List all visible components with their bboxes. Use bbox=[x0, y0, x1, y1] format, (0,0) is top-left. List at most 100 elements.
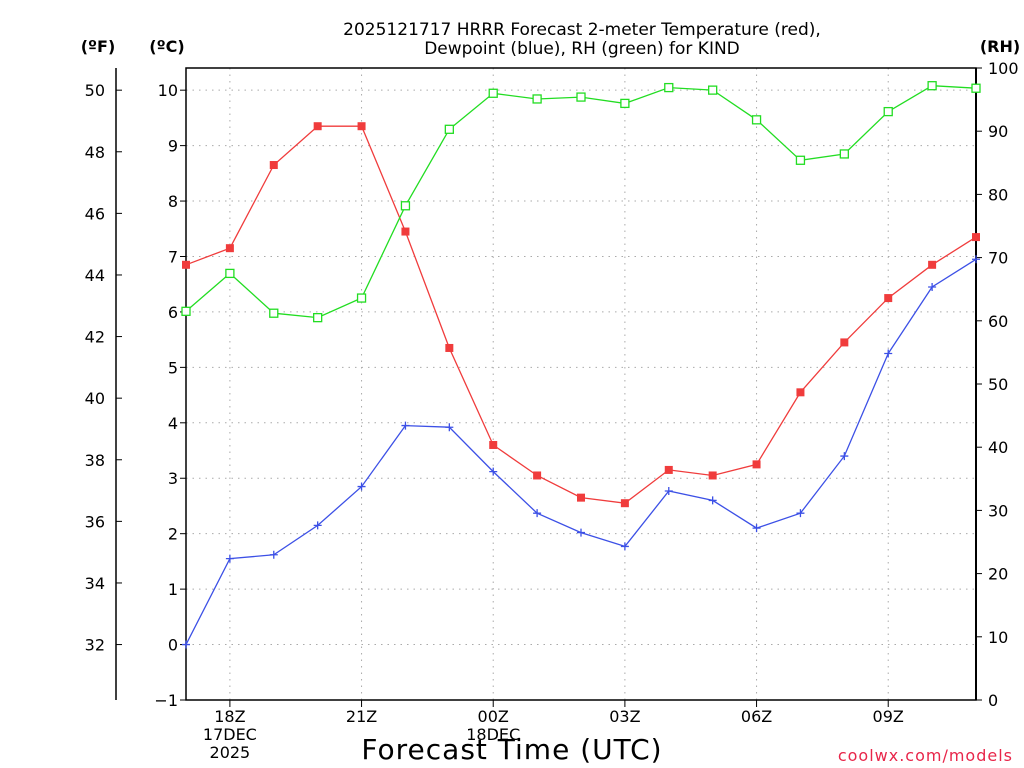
rh-point bbox=[576, 92, 586, 102]
plot-frame bbox=[185, 67, 977, 701]
temperature-point bbox=[489, 440, 498, 449]
rh-point bbox=[444, 124, 454, 134]
rh-tick-label: 90 bbox=[988, 122, 1008, 141]
series-layer bbox=[181, 81, 981, 649]
x-tick-label: 18Z bbox=[214, 707, 245, 726]
fahrenheit-tick-label: 36 bbox=[85, 512, 105, 531]
temperature-point bbox=[664, 465, 673, 474]
temperature-point bbox=[401, 227, 410, 236]
dewpoint-line bbox=[185, 258, 977, 645]
temperature-point bbox=[533, 471, 542, 480]
rh-tick-label: 20 bbox=[988, 565, 1008, 584]
dewpoint-point bbox=[269, 550, 278, 559]
rh-tick-label: 0 bbox=[988, 691, 998, 710]
rh-point bbox=[181, 306, 191, 316]
rh-point bbox=[356, 293, 367, 303]
celsius-tick-label: 4 bbox=[168, 414, 178, 433]
fahrenheit-tick-label: 40 bbox=[85, 389, 105, 408]
dewpoint-point bbox=[972, 255, 980, 264]
temperature-point bbox=[884, 294, 893, 303]
rh-tick-label: 100 bbox=[988, 59, 1019, 78]
rh-unit-label: (RH) bbox=[980, 37, 1020, 56]
rh-point bbox=[620, 98, 630, 109]
dewpoint-point bbox=[620, 542, 629, 551]
temperature-point bbox=[796, 388, 805, 397]
rh-tick-label: 60 bbox=[988, 312, 1008, 331]
temperature-point bbox=[269, 161, 278, 170]
dewpoint-point bbox=[225, 554, 234, 563]
rh-point bbox=[532, 94, 542, 104]
temperature-point bbox=[840, 338, 849, 347]
fahrenheit-tick-label: 44 bbox=[85, 266, 105, 285]
temperature-point bbox=[225, 244, 234, 253]
rh-point bbox=[488, 88, 498, 98]
temperature-point bbox=[445, 343, 454, 352]
rh-line bbox=[185, 85, 977, 319]
celsius-tick-label: 5 bbox=[168, 358, 178, 377]
celsius-axis: −1 0 1 2 3 4 5 6 7 8 9 10 bbox=[154, 81, 186, 710]
fahrenheit-tick-label: 32 bbox=[85, 636, 105, 655]
fahrenheit-tick-label: 48 bbox=[85, 143, 105, 162]
rh-point bbox=[313, 312, 323, 323]
fahrenheit-tick-label: 50 bbox=[85, 81, 105, 100]
dewpoint-point bbox=[533, 509, 542, 518]
celsius-unit-label: (ºC) bbox=[149, 37, 184, 56]
celsius-tick-label: 10 bbox=[158, 81, 178, 100]
celsius-tick-label: 2 bbox=[168, 525, 178, 544]
celsius-tick-label: 8 bbox=[168, 192, 178, 211]
rh-point bbox=[795, 155, 806, 165]
chart-title-line-1: 2025121717 HRRR Forecast 2-meter Tempera… bbox=[343, 20, 821, 40]
temperature-point bbox=[752, 460, 761, 469]
temperature-point bbox=[928, 260, 937, 269]
dewpoint-point bbox=[708, 496, 717, 505]
celsius-tick-label: 6 bbox=[168, 303, 178, 322]
celsius-tick-label: 0 bbox=[168, 636, 178, 655]
temperature-point bbox=[313, 122, 322, 131]
celsius-tick-label: 9 bbox=[168, 137, 178, 156]
fahrenheit-axis: 32 34 36 38 40 42 44 46 48 50 bbox=[85, 81, 122, 655]
rh-point bbox=[664, 82, 674, 93]
temperature-point bbox=[972, 233, 980, 242]
rh-point bbox=[883, 106, 893, 117]
x-tick-label: 03Z bbox=[609, 707, 640, 726]
rh-tick-label: 10 bbox=[988, 628, 1008, 647]
x-tick-label: 00Z bbox=[478, 707, 509, 726]
temperature-point bbox=[620, 499, 629, 508]
dewpoint-point bbox=[357, 482, 366, 491]
rh-tick-label: 30 bbox=[988, 501, 1008, 520]
chart-title-line-2: Dewpoint (blue), RH (green) for KIND bbox=[424, 39, 740, 59]
rh-tick-label: 40 bbox=[988, 438, 1008, 457]
dewpoint-point bbox=[884, 349, 893, 358]
rh-tick-label: 70 bbox=[988, 249, 1008, 268]
rh-point bbox=[751, 115, 762, 125]
rh-point bbox=[400, 201, 411, 211]
rh-tick-label: 50 bbox=[988, 375, 1008, 394]
rh-tick-label: 80 bbox=[988, 185, 1008, 204]
dewpoint-point bbox=[182, 640, 190, 649]
rh-point bbox=[708, 85, 718, 95]
x-tick-label: 2025 bbox=[210, 743, 251, 762]
rh-point bbox=[225, 268, 235, 279]
dewpoint-point bbox=[664, 486, 673, 495]
fahrenheit-unit-label: (ºF) bbox=[81, 37, 116, 56]
dewpoint-point bbox=[577, 528, 585, 537]
x-axis-title: Forecast Time (UTC) bbox=[361, 733, 662, 766]
celsius-tick-label: 7 bbox=[168, 247, 178, 266]
dewpoint-point bbox=[489, 467, 498, 476]
celsius-tick-label: −1 bbox=[154, 691, 178, 710]
fahrenheit-tick-label: 46 bbox=[85, 204, 105, 223]
rh-point bbox=[269, 308, 279, 318]
temperature-point bbox=[182, 260, 190, 269]
fahrenheit-tick-label: 34 bbox=[85, 574, 105, 593]
grid-lines bbox=[186, 68, 976, 700]
rh-point bbox=[971, 83, 981, 93]
dewpoint-point bbox=[401, 421, 410, 430]
x-tick-label: 09Z bbox=[873, 707, 904, 726]
dewpoint-point bbox=[928, 282, 937, 291]
rh-point bbox=[839, 149, 849, 159]
fahrenheit-tick-label: 38 bbox=[85, 451, 105, 470]
dewpoint-point bbox=[752, 524, 761, 533]
x-tick-label: 17DEC bbox=[203, 725, 257, 744]
celsius-tick-label: 3 bbox=[168, 469, 178, 488]
temperature-point bbox=[577, 493, 585, 502]
